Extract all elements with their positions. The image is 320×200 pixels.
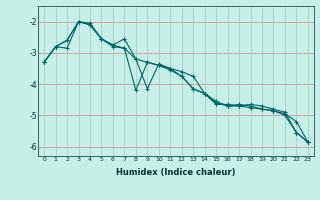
X-axis label: Humidex (Indice chaleur): Humidex (Indice chaleur) <box>116 168 236 177</box>
